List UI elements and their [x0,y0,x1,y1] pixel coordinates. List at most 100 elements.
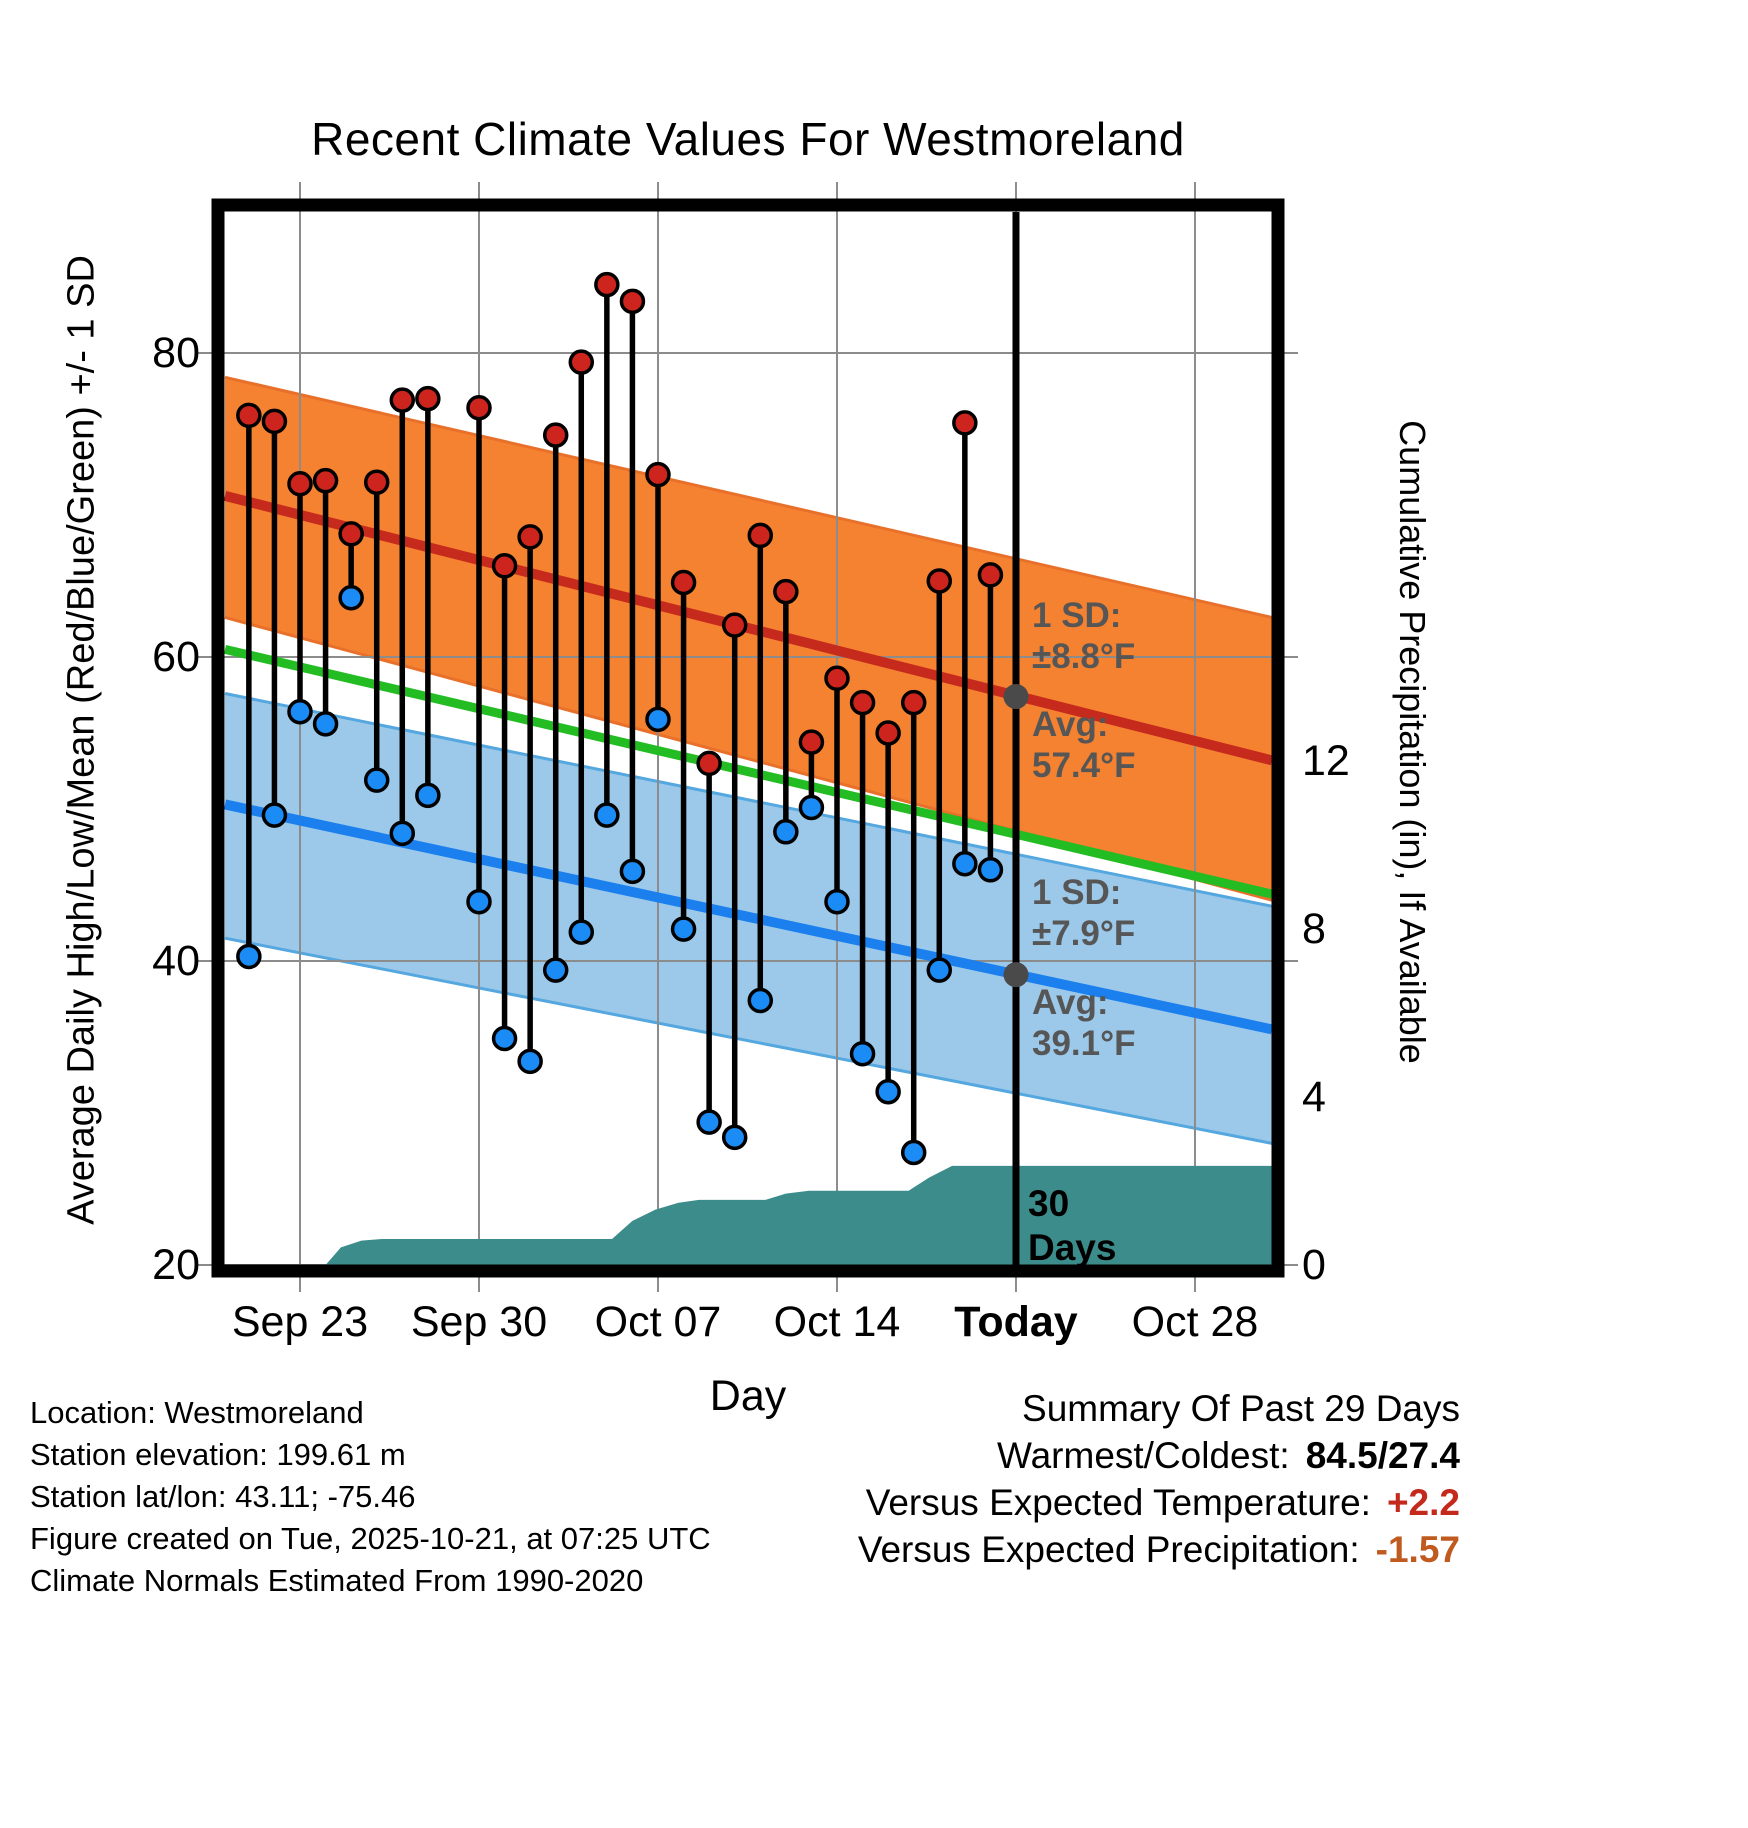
daily-high-dot [312,467,339,494]
daily-low-dot [900,1139,927,1166]
daily-low-dot [849,1040,876,1067]
daily-high-dot [261,408,288,435]
daily-low-dot [338,584,364,611]
x-tick-oct07: Oct 07 [594,1298,722,1346]
daily-high-dot [696,750,722,777]
daily-high-dot [363,469,390,495]
x-tick-sep30: Sep 30 [410,1298,548,1346]
high-avg-annotation: Avg: 57.4°F [1032,704,1136,786]
daily-high-dot [568,349,595,375]
mean-trend-line [223,645,1274,899]
daily-low-dot [415,782,441,809]
daily-low-dot [721,1124,748,1151]
summary-label: Warmest/Coldest: [997,1435,1290,1476]
daily-low-dot [363,767,390,793]
summary-title: Summary Of Past 29 Days [1022,1388,1460,1429]
window-days-number: 30 [1028,1183,1070,1224]
daily-low-dot [824,888,850,915]
summary-label: Versus Expected Precipitation: [857,1529,1360,1570]
x-tick-oct14: Oct 14 [773,1298,901,1346]
low-avg-value: 39.1°F [1032,1024,1136,1063]
daily-high-dot [542,422,569,448]
cumulative-precip-area [325,1165,1273,1265]
temp-tick-20: 20 [152,1241,200,1289]
daily-low-dot [747,987,774,1014]
daily-high-dot [977,562,1004,588]
daily-high-dot [900,689,927,716]
station-latlon: Station lat/lon: 43.11; -75.46 [30,1479,416,1514]
climate-normals: Climate Normals Estimated From 1990-2020 [30,1563,644,1598]
daily-low-dot [875,1078,901,1105]
high-sd-band [225,377,1272,901]
summary-value: -1.57 [1375,1529,1460,1570]
low-sd-annotation: 1 SD: ±7.9°F [1032,872,1135,954]
daily-low-dot [952,850,978,877]
daily-low-dot [491,1025,518,1052]
high-sd-band-top-edge [224,375,1273,619]
daily-low-dot [236,943,262,970]
temp-tick-80: 80 [152,329,200,377]
daily-low-dot [389,820,416,847]
daily-high-dot [773,578,799,605]
daily-high-dot [236,402,262,429]
daily-high-dot [619,288,646,315]
high-sd-annotation: 1 SD: ±8.8°F [1032,595,1135,677]
x-axis-label: Day [709,1372,787,1420]
daily-high-dot [849,689,876,716]
high-sd-label: 1 SD: [1032,596,1122,635]
temp-tick-40: 40 [152,937,200,985]
summary-label: Versus Expected Temperature: [865,1482,1371,1523]
daily-high-dot [721,612,748,638]
low-avg-annotation: Avg: 39.1°F [1032,982,1136,1064]
window-annotation: 30 Days [1028,1182,1116,1270]
plot-frame [211,198,1285,1278]
avg-high-marker [1003,684,1029,710]
chart-title: Recent Climate Values For Westmoreland [311,113,1185,165]
summary-value: +2.2 [1386,1482,1460,1523]
daily-high-dot [645,461,671,488]
daily-low-dot [287,698,313,725]
daily-high-dot [491,553,518,579]
daily-low-dot [568,919,595,945]
daily-high-dot [670,569,697,596]
window-days-word: Days [1028,1227,1117,1268]
x-tick-today: Today [954,1298,1078,1346]
avg-low-marker [1003,962,1029,988]
low-sd-band-bottom-edge [224,936,1273,1145]
x-tick-sep23: Sep 23 [231,1298,369,1346]
daily-high-dot [389,387,416,413]
daily-low-dot [645,706,671,733]
daily-low-dot [773,819,799,845]
station-location: Location: Westmoreland [30,1395,364,1430]
temp-tick-60: 60 [152,633,200,681]
high-trend-line [223,491,1274,766]
daily-low-dot [261,802,288,828]
summary-panel: Summary Of Past 29 Days Warmest/Coldest:… [858,1385,1460,1573]
low-sd-value: ±7.9°F [1032,914,1136,953]
high-avg-label: Avg: [1032,705,1109,744]
daily-high-dot [466,394,492,421]
daily-low-dot [542,957,569,983]
precip-tick-4: 4 [1302,1073,1326,1121]
low-avg-label: Avg: [1032,983,1109,1022]
left-axis-label: Average Daily High/Low/Mean (Red/Blue/Gr… [60,255,103,1225]
daily-high-dot [287,470,313,497]
daily-low-dot [977,857,1004,883]
high-sd-value: ±8.8°F [1032,637,1136,676]
daily-high-dot [926,568,953,594]
daily-high-dot [798,729,825,755]
figure-created: Figure created on Tue, 2025-10-21, at 07… [30,1521,711,1556]
daily-low-dot [517,1048,543,1075]
daily-high-dot [952,410,978,436]
station-info: Location: Westmoreland Station elevation… [30,1392,711,1602]
precip-tick-12: 12 [1302,737,1350,785]
x-tick-oct28: Oct 28 [1131,1298,1259,1346]
daily-low-dot [619,858,646,885]
daily-high-dot [747,522,774,549]
summary-value: 84.5/27.4 [1305,1435,1460,1476]
daily-high-dot [875,720,901,746]
daily-high-dot [338,521,364,547]
summary-row-warmest-coldest: Warmest/Coldest: 84.5/27.4 [858,1432,1460,1479]
high-avg-value: 57.4°F [1032,746,1136,785]
